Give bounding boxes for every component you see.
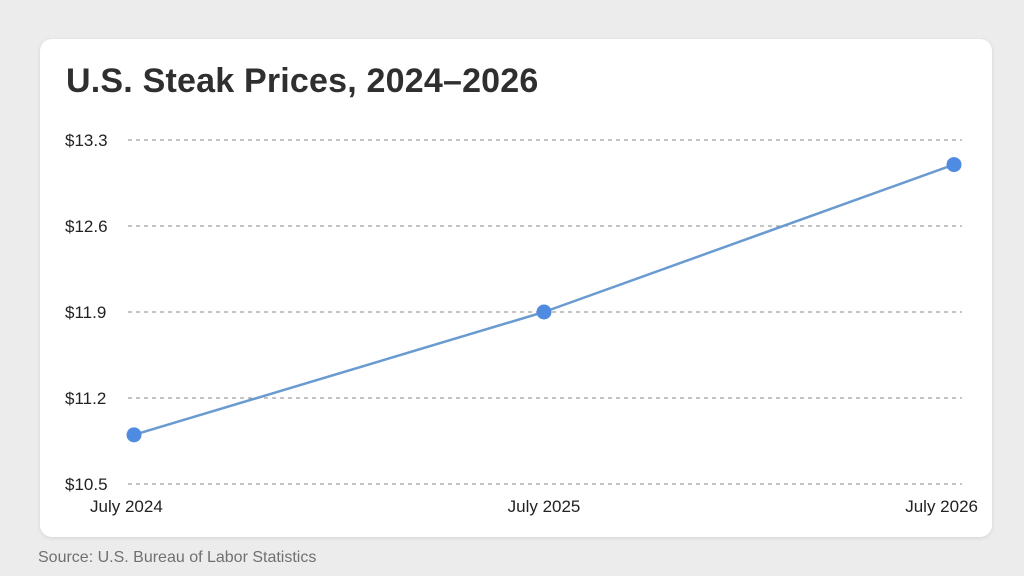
data-point <box>946 157 962 173</box>
y-tick-label: $11.2 <box>65 389 106 408</box>
series-line <box>132 163 956 437</box>
chart-card <box>40 39 992 537</box>
y-tick-label: $10.5 <box>65 475 108 494</box>
y-tick-label: $13.3 <box>65 131 108 150</box>
x-tick-label: July 2024 <box>90 497 163 516</box>
data-point <box>126 427 142 443</box>
y-tick-label: $12.6 <box>65 217 108 236</box>
x-tick-label: July 2026 <box>905 497 978 516</box>
x-tick-label: July 2025 <box>508 497 581 516</box>
y-tick-label: $11.9 <box>65 303 106 322</box>
data-point <box>536 304 552 320</box>
source-note: Source: U.S. Bureau of Labor Statistics <box>38 549 317 566</box>
chart-title: U.S. Steak Prices, 2024–2026 <box>66 62 539 100</box>
